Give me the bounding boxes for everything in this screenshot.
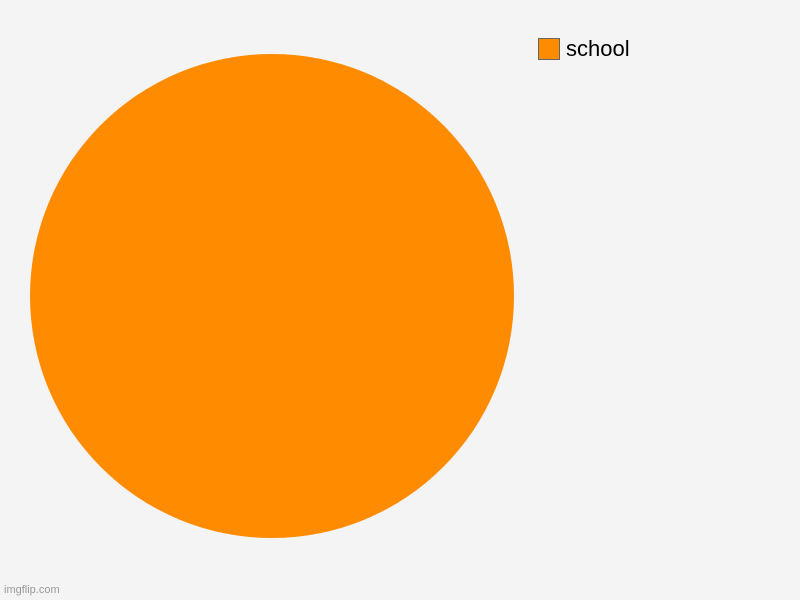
legend-swatch — [538, 38, 560, 60]
legend-label: school — [566, 36, 630, 62]
legend: school — [538, 36, 630, 62]
watermark-text: imgflip.com — [4, 584, 60, 596]
pie-chart — [30, 54, 514, 538]
